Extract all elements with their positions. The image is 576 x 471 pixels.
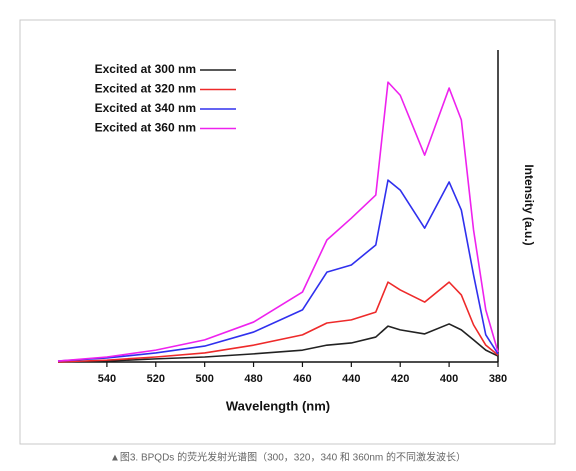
x-tick-label: 440 (342, 373, 360, 385)
x-tick-label: 540 (98, 373, 116, 385)
y-axis-label: Intensity (a.u.) (522, 164, 536, 245)
x-tick-label: 460 (293, 373, 311, 385)
line-series (57, 281, 499, 363)
legend-label: Excited at 320 nm (95, 82, 196, 96)
legend-label: Excited at 300 nm (95, 62, 196, 76)
x-tick-label: 500 (195, 373, 213, 385)
x-tick-label: 480 (244, 373, 262, 385)
legend-label: Excited at 360 nm (95, 121, 196, 135)
x-tick-label: 520 (147, 373, 165, 385)
frame (19, 19, 556, 445)
x-tick-label: 380 (489, 373, 507, 385)
caption: ▲图3. BPQDs 的荧光发射光谱图（300，320，340 和 360nm … (110, 451, 466, 464)
legend-label: Excited at 340 nm (95, 101, 196, 115)
line-series (57, 81, 499, 362)
line-series (57, 179, 499, 362)
line-series (57, 323, 499, 363)
x-axis-label: Wavelength (nm) (226, 398, 330, 413)
x-tick-label: 400 (440, 373, 458, 385)
x-tick-label: 420 (391, 373, 409, 385)
